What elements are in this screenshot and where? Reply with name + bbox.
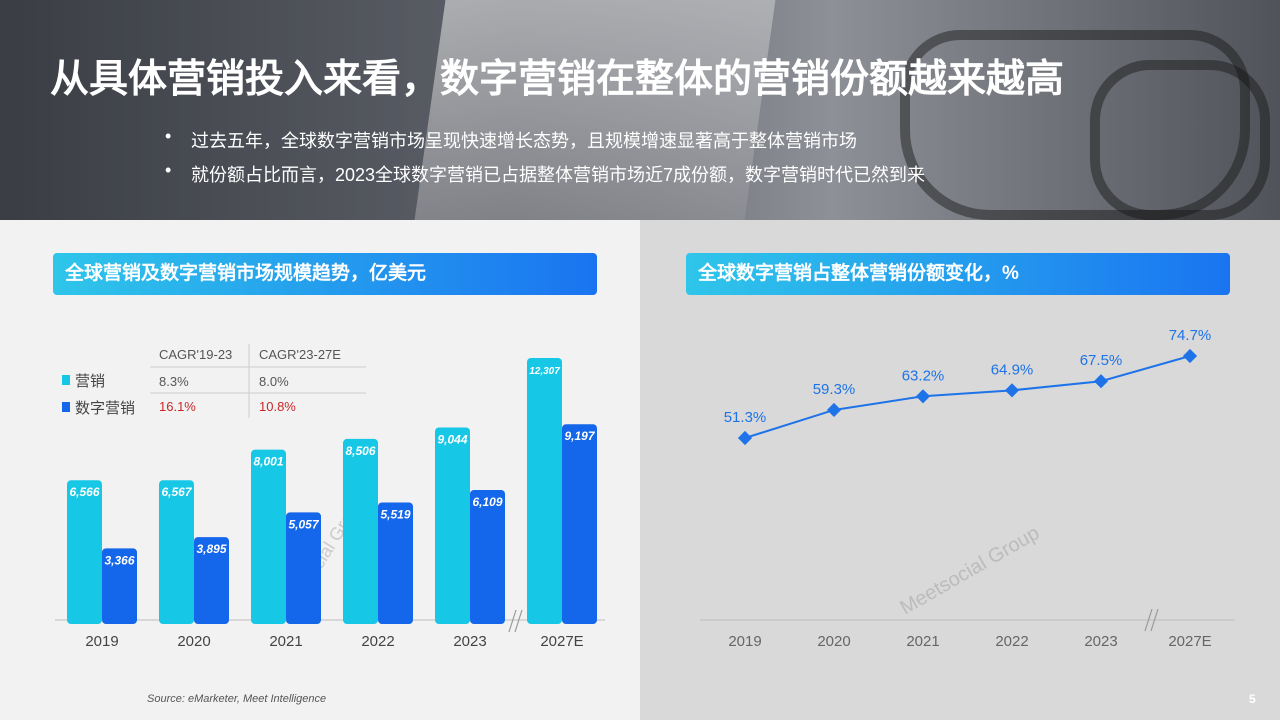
x-tick-label: 2020 bbox=[817, 633, 850, 650]
point-data-label: 63.2% bbox=[902, 367, 945, 384]
axis-break-mark bbox=[508, 609, 517, 633]
cagr-table: CAGR'19-23 CAGR'23-27E 营销 数字营销 8.3% 8.0%… bbox=[62, 344, 366, 418]
axis-break-mark bbox=[1144, 608, 1153, 632]
bullet-item: 就份额占比而言，2023全球数字营销已占据整体营销市场近7成份额，数字营销时代已… bbox=[165, 160, 925, 187]
cagr-value: 8.0% bbox=[259, 374, 289, 389]
bar-marketing bbox=[527, 358, 562, 624]
point-data-label: 67.5% bbox=[1080, 352, 1123, 369]
watermark-text: Meetsocial Group bbox=[897, 522, 1044, 619]
bar-data-label: 9,197 bbox=[564, 429, 595, 443]
line-chart-title: 全球数字营销占整体营销份额变化，% bbox=[686, 253, 1230, 295]
x-tick-label: 2022 bbox=[361, 633, 394, 650]
bar-chart-title: 全球营销及数字营销市场规模趋势，亿美元 bbox=[53, 253, 597, 295]
cagr-header: CAGR'23-27E bbox=[259, 347, 341, 362]
x-tick-label: 2019 bbox=[728, 633, 761, 650]
data-point-marker bbox=[1093, 374, 1109, 389]
bar-marketing bbox=[435, 427, 470, 624]
bar-data-label: 8,001 bbox=[253, 455, 283, 469]
bar-data-label: 3,366 bbox=[104, 553, 134, 567]
bar-digital bbox=[378, 502, 413, 624]
bar-digital bbox=[194, 537, 229, 624]
bar-data-label: 5,057 bbox=[288, 517, 319, 531]
legend-label-marketing: 营销 bbox=[75, 373, 105, 390]
bar-data-label: 8,506 bbox=[345, 444, 375, 458]
background-glasses-lens bbox=[1090, 60, 1270, 220]
x-tick-label: 2019 bbox=[85, 633, 118, 650]
cagr-header: CAGR'19-23 bbox=[159, 347, 232, 362]
axis-break-mark bbox=[514, 609, 523, 633]
source-note: Source: eMarketer, Meet Intelligence bbox=[147, 693, 327, 705]
bar-digital bbox=[102, 548, 137, 624]
bar-marketing bbox=[67, 480, 102, 624]
point-data-label: 64.9% bbox=[991, 361, 1034, 378]
axis-break-mark bbox=[1150, 608, 1159, 632]
bar-marketing bbox=[343, 438, 378, 624]
bullet-item: 过去五年，全球数字营销市场呈现快速增长态势，且规模增速显著高于整体营销市场 bbox=[165, 126, 925, 153]
bar-data-label: 6,567 bbox=[161, 485, 192, 499]
cagr-value: 8.3% bbox=[159, 374, 189, 389]
series-line bbox=[744, 355, 1191, 439]
bar-data-label: 6,566 bbox=[69, 485, 99, 499]
bar-digital bbox=[470, 489, 505, 624]
bar-chart: 6,566 3,366 2019 6,567 3,895 2020 8,001 5,057 20… bbox=[55, 358, 605, 650]
bar-digital bbox=[286, 512, 321, 624]
right-panel: 全球数字营销占整体营销份额变化，% bbox=[640, 220, 1280, 720]
x-tick-label: 2023 bbox=[1084, 633, 1117, 650]
point-data-label: 59.3% bbox=[813, 381, 856, 398]
background-glasses-shape bbox=[900, 30, 1250, 220]
bar-data-label: 5,519 bbox=[380, 508, 410, 522]
point-data-label: 51.3% bbox=[724, 409, 767, 426]
point-data-label: 74.7% bbox=[1169, 327, 1212, 344]
legend-label-digital: 数字营销 bbox=[75, 400, 135, 417]
data-point-marker bbox=[915, 389, 931, 404]
legend-swatch-marketing bbox=[62, 375, 70, 385]
x-tick-label: 2027E bbox=[540, 633, 583, 650]
data-point-marker bbox=[1182, 348, 1198, 364]
x-tick-label: 2021 bbox=[906, 633, 939, 650]
cagr-value-highlight: 10.8% bbox=[259, 399, 296, 414]
x-tick-label: 2023 bbox=[453, 633, 486, 650]
bar-digital bbox=[562, 424, 597, 624]
x-tick-label: 2027E bbox=[1168, 633, 1211, 650]
bar-data-label: 9,044 bbox=[437, 432, 467, 446]
x-tick-label: 2022 bbox=[995, 633, 1028, 650]
bar-data-label: 12,307 bbox=[529, 366, 560, 377]
page-title: 从具体营销投入来看，数字营销在整体的营销份额越来越高 bbox=[50, 58, 1065, 101]
bullet-list: 过去五年，全球数字营销市场呈现快速增长态势，且规模增速显著高于整体营销市场 就份… bbox=[165, 126, 925, 195]
bar-marketing bbox=[251, 449, 286, 624]
page-number: 5 bbox=[1249, 692, 1256, 706]
line-chart: 51.3% 2019 59.3% 2020 63.2% 2021 64.9% 2022 67.5… bbox=[700, 327, 1235, 650]
data-point-marker bbox=[737, 430, 753, 446]
bar-data-label: 3,895 bbox=[196, 542, 226, 556]
legend-swatch-digital bbox=[62, 402, 70, 412]
data-point-marker bbox=[826, 402, 842, 418]
data-point-marker bbox=[1004, 383, 1020, 398]
x-tick-label: 2021 bbox=[269, 633, 302, 650]
bar-data-label: 6,109 bbox=[472, 495, 502, 509]
bar-marketing bbox=[159, 480, 194, 624]
cagr-value-highlight: 16.1% bbox=[159, 399, 196, 414]
x-tick-label: 2020 bbox=[177, 633, 210, 650]
